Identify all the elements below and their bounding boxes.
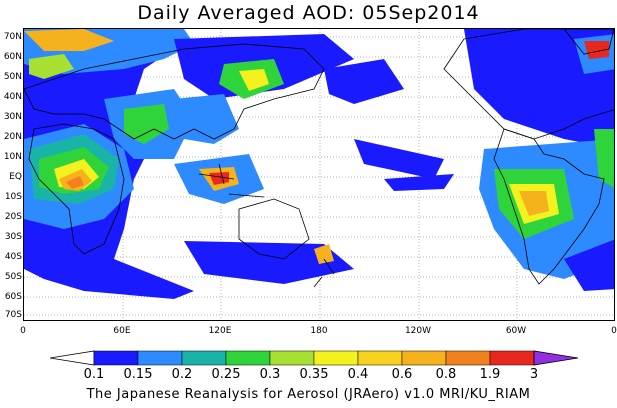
- colorbar-label: 0.3: [259, 367, 281, 382]
- aod-map: [23, 28, 615, 321]
- colorbar-label: 0.2: [171, 367, 193, 382]
- lat-label: 10N: [3, 152, 22, 162]
- lat-label: 40N: [3, 92, 22, 102]
- colorbar-label: 0.15: [123, 367, 153, 382]
- colorbar: [50, 350, 579, 366]
- lat-label: 60S: [4, 292, 22, 302]
- lat-label: 30N: [3, 112, 22, 122]
- aod-map-canvas: [24, 29, 614, 320]
- colorbar-under-triangle: [50, 350, 95, 366]
- lon-label: 60W: [505, 326, 527, 336]
- colorbar-swatch: [445, 350, 491, 366]
- coastlines: [24, 29, 614, 288]
- colorbar-label: 3: [529, 367, 539, 382]
- colorbar-label: 1.9: [479, 367, 501, 382]
- lon-label: 0: [611, 326, 617, 336]
- colorbar-label: 0.6: [391, 367, 413, 382]
- lat-label: 20S: [4, 212, 22, 222]
- colorbar-swatch: [93, 350, 139, 366]
- lat-label: 20N: [3, 132, 22, 142]
- lat-label: 70S: [4, 310, 22, 320]
- colorbar-label: 0.1: [83, 367, 105, 382]
- colorbar-swatch: [313, 350, 359, 366]
- lat-label: 60N: [3, 52, 22, 62]
- footer-credit: The Japanese Reanalysis for Aerosol (JRA…: [86, 387, 531, 402]
- colorbar-label: 0.25: [211, 367, 241, 382]
- aod-field: [24, 29, 614, 299]
- lon-label: 0: [20, 326, 26, 336]
- colorbar-swatches: [50, 350, 579, 366]
- colorbar-label: 0.8: [435, 367, 457, 382]
- lon-label: 120E: [208, 326, 232, 336]
- colorbar-label: 0.4: [347, 367, 369, 382]
- lon-label: 120W: [404, 326, 432, 336]
- colorbar-over-triangle: [533, 350, 579, 366]
- lon-label: 60E: [113, 326, 131, 336]
- lat-label: 50N: [3, 72, 22, 82]
- colorbar-swatch: [357, 350, 403, 366]
- lat-label: 70N: [3, 32, 22, 42]
- colorbar-swatch: [489, 350, 535, 366]
- lat-label: 40S: [4, 252, 22, 262]
- lat-label: 30S: [4, 232, 22, 242]
- colorbar-label: 0.35: [299, 367, 329, 382]
- colorbar-swatch: [225, 350, 271, 366]
- colorbar-swatch: [181, 350, 227, 366]
- colorbar-swatch: [137, 350, 183, 366]
- lat-label: EQ: [9, 172, 22, 182]
- lon-label: 180: [310, 326, 328, 336]
- map-title: Daily Averaged AOD: 05Sep2014: [137, 2, 480, 24]
- lat-label: 10S: [4, 192, 22, 202]
- colorbar-swatch: [401, 350, 447, 366]
- lat-label: 50S: [4, 272, 22, 282]
- colorbar-swatch: [269, 350, 315, 366]
